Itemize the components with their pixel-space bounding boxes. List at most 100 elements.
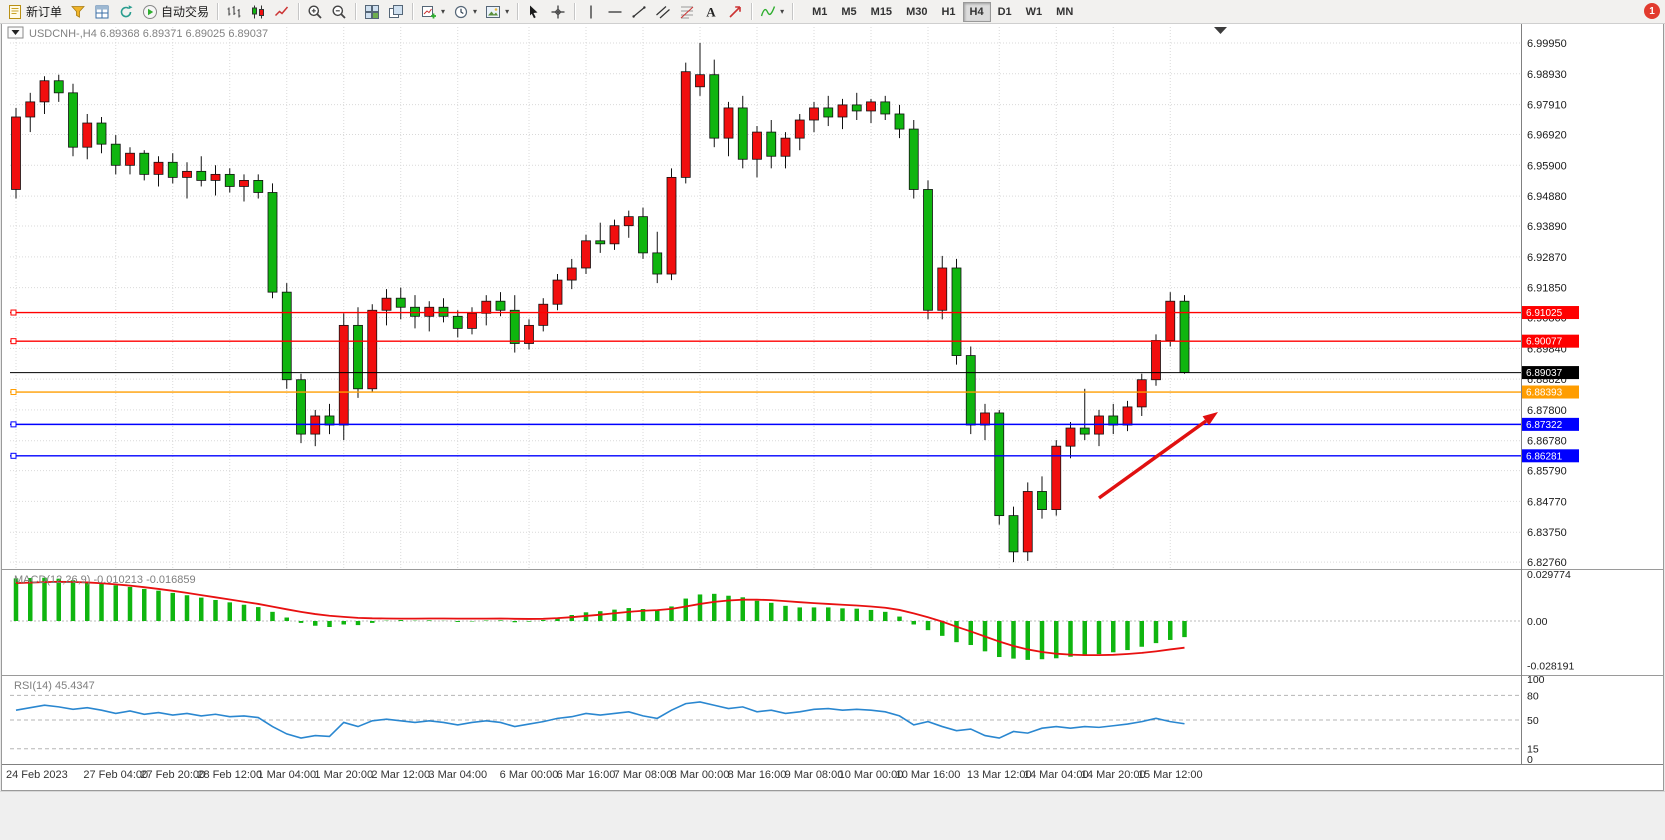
timeframe-D1[interactable]: D1: [997, 5, 1012, 18]
cursor-icon: [526, 4, 542, 20]
autotrading-button[interactable]: 自动交易: [138, 1, 213, 23]
macd-panel: MACD(12,26,9) -0.010213 -0.016859 0.02977…: [10, 569, 1574, 673]
price-axis[interactable]: 6.99950 6.98930 6.97910 6.96920 6.95900 6.948…: [1527, 38, 1567, 569]
line-chart-button[interactable]: [270, 1, 294, 23]
svg-text:8 Mar 16:00: 8 Mar 16:00: [728, 769, 787, 781]
timeframe-M30[interactable]: M30: [906, 5, 928, 18]
new-order-button[interactable]: 新订单: [3, 1, 66, 23]
line-handle[interactable]: [10, 389, 17, 396]
periods-button[interactable]: ▾: [449, 1, 481, 23]
svg-text:2 Mar 12:00: 2 Mar 12:00: [371, 769, 430, 781]
svg-text:6.87322: 6.87322: [1526, 420, 1563, 431]
svg-text:6 Mar 00:00: 6 Mar 00:00: [500, 769, 559, 781]
templates-button[interactable]: ▾: [481, 1, 513, 23]
market-watch-button[interactable]: [66, 1, 90, 23]
toolbar-separator: [298, 3, 300, 20]
tile-windows-button[interactable]: [360, 1, 384, 23]
symbol-ohlc-readout: USDCNH-,H4 6.89368 6.89371 6.89025 6.890…: [29, 28, 268, 40]
data-window-button[interactable]: [90, 1, 114, 23]
clock-icon: [453, 4, 469, 20]
svg-text:A: A: [706, 4, 716, 19]
timeframe-W1[interactable]: W1: [1025, 5, 1043, 18]
trendline-icon: [631, 4, 647, 20]
svg-text:6.92870: 6.92870: [1527, 252, 1567, 264]
line-handle[interactable]: [10, 338, 17, 345]
svg-text:7 Mar 08:00: 7 Mar 08:00: [614, 769, 673, 781]
dropdown-arrow-icon[interactable]: ▾: [780, 7, 785, 16]
crosshair-icon: [550, 4, 566, 20]
equidistant-channel-button[interactable]: [651, 1, 675, 23]
timeframe-M1[interactable]: M1: [812, 5, 828, 18]
svg-text:15: 15: [1527, 744, 1539, 756]
zoom-in-button[interactable]: [303, 1, 327, 23]
chart-shift-marker[interactable]: [1214, 27, 1227, 34]
timeframe-M5[interactable]: M5: [841, 5, 857, 18]
trendline-button[interactable]: [627, 1, 651, 23]
svg-text:1 Mar 20:00: 1 Mar 20:00: [314, 769, 373, 781]
svg-text:15 Mar 12:00: 15 Mar 12:00: [1138, 769, 1203, 781]
dropdown-arrow-icon[interactable]: ▾: [505, 7, 510, 16]
timeframe-H4[interactable]: H4: [962, 1, 991, 22]
candles-icon: [250, 4, 266, 20]
svg-text:14 Mar 04:00: 14 Mar 04:00: [1024, 769, 1089, 781]
autotrading-label: 自动交易: [161, 5, 210, 19]
bar-chart-button[interactable]: [222, 1, 246, 23]
timeframe-group: M1 M5 M15 M30 H1 H4 D1 W1 MN: [805, 1, 1080, 22]
vertical-line-button[interactable]: [579, 1, 603, 23]
svg-text:27 Feb 04:00: 27 Feb 04:00: [83, 769, 148, 781]
rsi-label: RSI(14) 45.4347: [14, 680, 95, 692]
price-tag: [1522, 417, 1579, 431]
line-handle[interactable]: [10, 452, 17, 459]
svg-text:80: 80: [1527, 690, 1539, 702]
chart-canvas[interactable]: MACD(12,26,9) -0.010213 -0.016859 0.02977…: [2, 24, 1663, 790]
crosshair-button[interactable]: [546, 1, 570, 23]
svg-text:6.90077: 6.90077: [1526, 337, 1563, 348]
window-bottom-edge: [0, 791, 1665, 840]
chart-grid-icon: [94, 4, 110, 20]
svg-text:6.95900: 6.95900: [1527, 160, 1567, 172]
svg-text:6.93890: 6.93890: [1527, 221, 1567, 233]
fibonacci-button[interactable]: [675, 1, 699, 23]
text-tool-button[interactable]: A: [699, 1, 723, 23]
line-handle[interactable]: [10, 421, 17, 428]
chevron-down-icon: [11, 30, 20, 35]
timeframe-H1[interactable]: H1: [941, 5, 956, 18]
cascade-windows-button[interactable]: [384, 1, 408, 23]
svg-text:0.029774: 0.029774: [1527, 569, 1571, 581]
svg-text:50: 50: [1527, 715, 1539, 727]
svg-text:13 Mar 12:00: 13 Mar 12:00: [967, 769, 1032, 781]
svg-text:6.85790: 6.85790: [1527, 466, 1567, 478]
line-handle[interactable]: [10, 309, 17, 316]
rsi-line: [15, 701, 1185, 739]
arrow-annotation[interactable]: [1097, 412, 1218, 500]
toolbar-separator: [574, 3, 576, 20]
navigator-button[interactable]: [114, 1, 138, 23]
macd-signal-line: [15, 580, 1185, 657]
svg-text:6.96920: 6.96920: [1527, 130, 1567, 142]
timeframe-MN[interactable]: MN: [1056, 5, 1074, 18]
svg-text:0.00: 0.00: [1527, 616, 1548, 628]
zoom-out-button[interactable]: [327, 1, 351, 23]
new-chart-button[interactable]: ▾: [417, 1, 449, 23]
horizontal-line-button[interactable]: [603, 1, 627, 23]
timeframe-M15[interactable]: M15: [870, 5, 893, 18]
svg-text:6.88393: 6.88393: [1526, 388, 1563, 399]
indicators-button[interactable]: ▾: [756, 1, 788, 23]
svg-text:10 Mar 00:00: 10 Mar 00:00: [839, 769, 904, 781]
autotrade-play-icon: [142, 4, 158, 20]
notification-badge[interactable]: 1: [1644, 3, 1660, 19]
dropdown-arrow-icon[interactable]: ▾: [473, 7, 478, 16]
candlestick-chart-button[interactable]: [246, 1, 270, 23]
chart-readout: USDCNH-,H4 6.89368 6.89371 6.89025 6.890…: [7, 26, 268, 40]
chart-window: MACD(12,26,9) -0.010213 -0.016859 0.02977…: [1, 23, 1664, 791]
new-order-icon: [7, 4, 23, 20]
cursor-button[interactable]: [522, 1, 546, 23]
dropdown-arrow-icon[interactable]: ▾: [441, 7, 446, 16]
toolbar-separator: [517, 3, 519, 20]
arrows-tool-button[interactable]: [723, 1, 747, 23]
svg-text:6.91025: 6.91025: [1526, 308, 1563, 319]
zoom-in-icon: [307, 4, 323, 20]
toolbar-separator: [751, 3, 753, 20]
line-chart-icon: [274, 4, 290, 20]
